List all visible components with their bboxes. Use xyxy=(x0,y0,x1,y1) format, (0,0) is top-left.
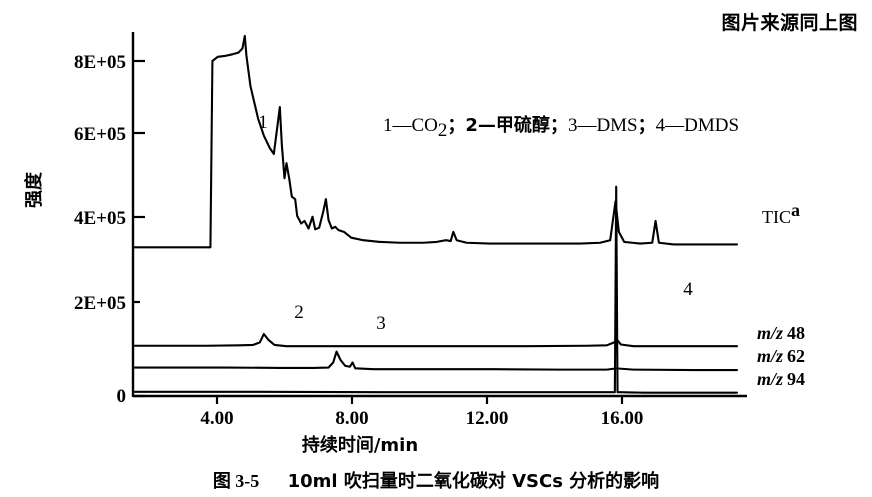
legend-item-4: 4—DMDS xyxy=(656,115,739,136)
trace-tic xyxy=(133,34,739,249)
legend-separator-3: ； xyxy=(638,115,656,136)
figure-caption: 图 3-5 10ml 吹扫量时二氧化碳对 VSCs 分析的影响 xyxy=(0,467,872,493)
trace-label-mz62: m/z 62 xyxy=(757,346,805,366)
y-axis-ticks xyxy=(133,59,145,398)
x-tick-label-12: 12.00 xyxy=(466,408,509,429)
trace-label-tic: TICa xyxy=(762,200,800,227)
legend-separator-1: ； xyxy=(447,115,465,136)
peak-annotation-2: 2 xyxy=(294,302,304,323)
trace-mz48 xyxy=(133,332,739,348)
peak-annotation-1: 1 xyxy=(258,112,268,133)
trace-label-tic-text: TIC xyxy=(762,207,791,227)
mz62-value: 62 xyxy=(787,346,805,366)
source-note: 图片来源同上图 xyxy=(721,12,858,34)
figure-number: 图 3-5 xyxy=(212,471,260,491)
y-tick-label-0: 0 xyxy=(117,386,127,407)
figure-caption-text: 10ml 吹扫量时二氧化碳对 VSCs 分析的影响 xyxy=(287,471,660,492)
trace-label-mz94: m/z 94 xyxy=(757,369,805,389)
x-tick-label-4: 4.00 xyxy=(200,408,233,429)
y-tick-label-4e05: 4E+05 xyxy=(74,208,126,229)
legend-item-2: 2—甲硫醇 xyxy=(465,114,550,136)
legend-separator-2: ； xyxy=(550,115,568,136)
mz62-prefix: m/z xyxy=(757,346,783,366)
x-tick-label-16: 16.00 xyxy=(601,408,644,429)
x-tick-label-8: 8.00 xyxy=(335,408,368,429)
x-axis-ticks xyxy=(215,396,624,404)
x-axis-title: 持续时间/min xyxy=(302,434,418,456)
y-tick-label-8e05: 8E+05 xyxy=(74,52,126,73)
mz48-value: 48 xyxy=(787,323,805,343)
legend-item-1-subscript: 2 xyxy=(438,120,448,141)
peak-annotation-4: 4 xyxy=(683,279,693,300)
y-tick-label-6e05: 6E+05 xyxy=(74,124,126,145)
y-axis-title: 强度 xyxy=(23,171,45,208)
trace-label-tic-superscript: a xyxy=(791,200,800,220)
legend-item-1: 1—CO xyxy=(383,115,438,136)
legend-line: 1—CO2；2—甲硫醇；3—DMS；4—DMDS xyxy=(383,114,739,141)
mz48-prefix: m/z xyxy=(757,323,783,343)
trace-mz62 xyxy=(133,350,739,372)
legend-item-3: 3—DMS xyxy=(568,115,638,136)
mz94-prefix: m/z xyxy=(757,369,783,389)
trace-mz94 xyxy=(133,185,739,394)
mz94-value: 94 xyxy=(787,369,805,389)
trace-label-mz48: m/z 48 xyxy=(757,323,805,343)
peak-annotation-3: 3 xyxy=(376,313,386,334)
legend: 1—CO2；2—甲硫醇；3—DMS；4—DMDS xyxy=(383,114,739,141)
y-tick-label-2e05: 2E+05 xyxy=(74,293,126,314)
